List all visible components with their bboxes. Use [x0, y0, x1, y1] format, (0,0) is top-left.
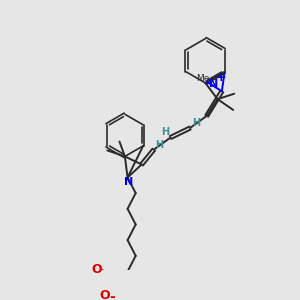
Text: H: H: [155, 140, 163, 150]
Text: Me: Me: [196, 74, 210, 83]
Text: H: H: [192, 118, 200, 128]
Text: N: N: [209, 79, 218, 89]
Text: O: O: [92, 263, 102, 276]
Text: O: O: [100, 289, 110, 300]
Text: H: H: [161, 127, 169, 136]
Text: -: -: [110, 290, 115, 300]
Text: N: N: [124, 176, 134, 187]
Text: +: +: [215, 71, 226, 84]
